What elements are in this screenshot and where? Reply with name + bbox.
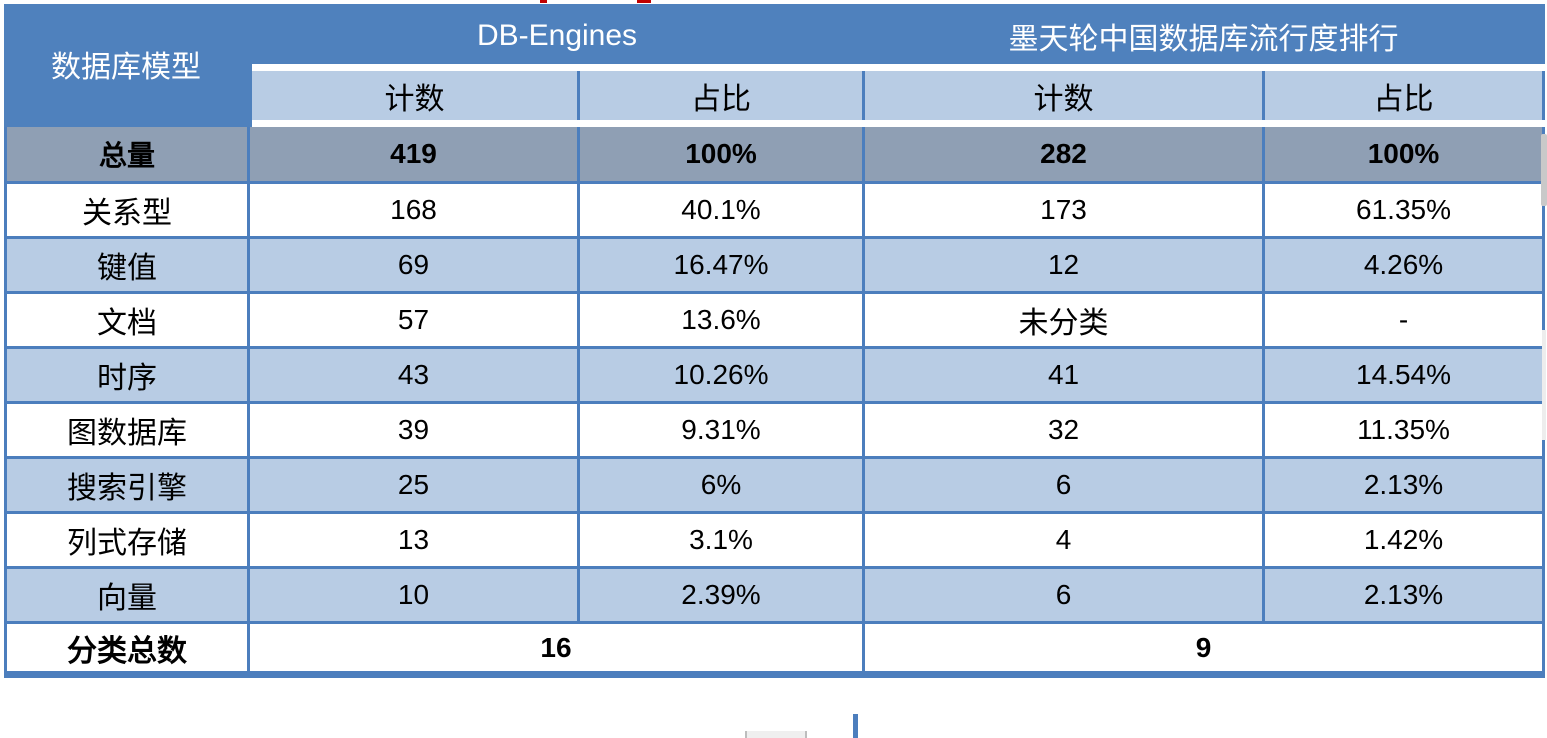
row-label: 分类总数 bbox=[4, 621, 250, 676]
row-label: 图数据库 bbox=[4, 401, 250, 459]
cell-de-count: 25 bbox=[247, 456, 580, 514]
cell-de-share: 6% bbox=[576, 456, 866, 514]
cell-modb-share: 14.54% bbox=[1262, 346, 1546, 404]
cell-modb-count: 282 bbox=[862, 120, 1266, 184]
row-label: 键值 bbox=[4, 236, 250, 294]
database-model-comparison-table: 数据库模型 DB-Engines 墨天轮中国数据库流行度排行 计数 占比 计数 … bbox=[4, 4, 1546, 678]
table-row: 搜索引擎 25 6% 6 2.13% bbox=[4, 456, 1546, 514]
cell-de-count: 168 bbox=[247, 181, 580, 239]
scrollbar-track bbox=[1542, 330, 1546, 440]
subheader-de-count: 计数 bbox=[247, 64, 580, 127]
subheader-modb-count: 计数 bbox=[862, 64, 1266, 127]
cropped-element-artifact bbox=[745, 731, 807, 738]
cell-modb-share: 2.13% bbox=[1262, 456, 1546, 514]
cell-de-share: 3.1% bbox=[576, 511, 866, 569]
subheader-de-share: 占比 bbox=[576, 64, 866, 127]
row-label: 时序 bbox=[4, 346, 250, 404]
cell-de-count: 43 bbox=[247, 346, 580, 404]
cell-modb-count: 173 bbox=[862, 181, 1266, 239]
cell-modb-category-total: 9 bbox=[862, 621, 1546, 676]
cell-de-share: 9.31% bbox=[576, 401, 866, 459]
cell-de-count: 57 bbox=[247, 291, 580, 349]
cell-modb-count: 未分类 bbox=[862, 291, 1266, 349]
cell-de-share: 2.39% bbox=[576, 566, 866, 624]
row-label: 搜索引擎 bbox=[4, 456, 250, 514]
cell-modb-share: 4.26% bbox=[1262, 236, 1546, 294]
cell-modb-count: 32 bbox=[862, 401, 1266, 459]
table-row: 向量 10 2.39% 6 2.13% bbox=[4, 566, 1546, 624]
table-row: 图数据库 39 9.31% 32 11.35% bbox=[4, 401, 1546, 459]
cell-de-count: 69 bbox=[247, 236, 580, 294]
row-label: 总量 bbox=[4, 120, 250, 184]
header-sub-row: 计数 占比 计数 占比 bbox=[6, 64, 1546, 127]
cell-modb-share: 1.42% bbox=[1262, 511, 1546, 569]
cell-modb-count: 6 bbox=[862, 456, 1266, 514]
cell-de-share: 100% bbox=[576, 120, 866, 184]
group-header-modb: 墨天轮中国数据库流行度排行 bbox=[862, 4, 1546, 71]
table-row: 关系型 168 40.1% 173 61.35% bbox=[4, 181, 1546, 239]
cell-modb-count: 4 bbox=[862, 511, 1266, 569]
row-label: 文档 bbox=[4, 291, 250, 349]
row-label: 列式存储 bbox=[4, 511, 250, 569]
cell-modb-count: 6 bbox=[862, 566, 1266, 624]
red-artifact-mark bbox=[637, 0, 651, 3]
cell-de-count: 39 bbox=[247, 401, 580, 459]
red-artifact-mark bbox=[540, 0, 547, 3]
cell-de-count: 419 bbox=[247, 120, 580, 184]
corner-header-cell: 数据库模型 bbox=[4, 4, 252, 127]
cell-de-share: 13.6% bbox=[576, 291, 866, 349]
cell-de-share: 40.1% bbox=[576, 181, 866, 239]
table-row-footer: 分类总数 16 9 bbox=[4, 621, 1546, 676]
subheader-modb-share: 占比 bbox=[1262, 64, 1546, 127]
cell-de-count: 13 bbox=[247, 511, 580, 569]
cell-modb-share: 100% bbox=[1262, 120, 1546, 184]
cell-de-share: 16.47% bbox=[576, 236, 866, 294]
row-label: 关系型 bbox=[4, 181, 250, 239]
header-group-row: 数据库模型 DB-Engines 墨天轮中国数据库流行度排行 bbox=[4, 4, 1546, 127]
cell-modb-share: - bbox=[1262, 291, 1546, 349]
column-divider-tick bbox=[853, 714, 858, 738]
cell-de-share: 10.26% bbox=[576, 346, 866, 404]
row-label: 向量 bbox=[4, 566, 250, 624]
table-row: 时序 43 10.26% 41 14.54% bbox=[4, 346, 1546, 404]
cell-modb-share: 11.35% bbox=[1262, 401, 1546, 459]
cell-modb-share: 61.35% bbox=[1262, 181, 1546, 239]
cell-modb-count: 12 bbox=[862, 236, 1266, 294]
cell-modb-count: 41 bbox=[862, 346, 1266, 404]
cell-modb-share: 2.13% bbox=[1262, 566, 1546, 624]
group-header-db-engines: DB-Engines bbox=[246, 4, 866, 71]
cell-de-count: 10 bbox=[247, 566, 580, 624]
table-row-total: 总量 419 100% 282 100% bbox=[4, 120, 1546, 184]
table-row: 文档 57 13.6% 未分类 - bbox=[4, 291, 1546, 349]
scrollbar-thumb[interactable] bbox=[1541, 134, 1547, 206]
cell-de-category-total: 16 bbox=[246, 621, 866, 676]
table-row: 键值 69 16.47% 12 4.26% bbox=[4, 236, 1546, 294]
table-row: 列式存储 13 3.1% 4 1.42% bbox=[4, 511, 1546, 569]
